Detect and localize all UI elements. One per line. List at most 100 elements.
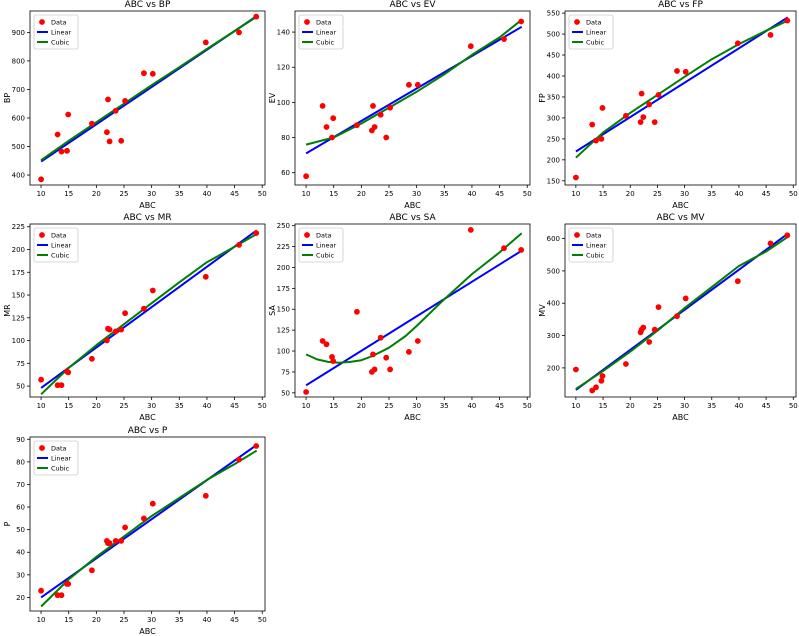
x-tick-label: 15 [64,402,73,410]
data-point [623,361,629,367]
data-point [112,538,119,544]
linear-fit-line [575,16,789,153]
data-point [370,103,376,109]
data-point [149,500,156,507]
subplot-ev: ABC vs EV 10 15 20 25 30 35 40 45 50 60 80 100 120 140… [268,0,532,210]
x-tick-label: 50 [258,190,267,198]
x-tick-label: 15 [329,190,338,198]
data-point [330,358,337,364]
y-tick-label: 175 [12,269,25,277]
x-tick-label: 25 [653,402,662,410]
data-point [589,121,596,128]
y-tick-label: 450 [547,52,560,60]
data-point [118,137,125,144]
legend-data-label: Data [316,19,332,27]
data-point [646,101,653,108]
legend-box [298,227,344,263]
data-point [623,112,629,119]
data-point [406,81,412,88]
x-tick-label: 45 [762,190,771,198]
chart-title: ABC vs MV [656,213,705,223]
y-tick-label: 60 [281,169,290,177]
legend-box [33,227,79,263]
data-point [573,366,579,373]
legend-linear-label: Linear [51,455,72,463]
cubic-fit-line [305,232,523,364]
data-point [467,43,474,50]
data-point [354,308,360,315]
data-point [501,36,507,42]
legend-linear-label: Linear [586,242,607,250]
data-point [383,134,390,141]
legend-box [33,14,79,50]
data-point [651,326,658,333]
y-tick-label: 50 [16,383,25,391]
data-point [387,104,393,111]
legend: Data Linear Cubic [33,440,79,476]
x-tick-label: 25 [120,616,129,624]
data-point [329,134,335,141]
data-point [105,96,111,103]
data-point [371,366,378,373]
y-tick-label: 150 [277,306,290,314]
subplot-sa: ABC vs SA 10 15 20 25 30 35 40 45 50 50 75 100 125 150… [268,213,532,422]
data-point [371,124,378,130]
data-point [58,148,65,155]
data-point [122,98,128,104]
x-tick-label: 15 [329,402,338,410]
legend-cubic-label: Cubic [586,252,605,260]
legend-cubic-label: Cubic [51,252,70,260]
y-tick-label: 20 [16,594,25,602]
data-point [640,324,647,331]
data-point [104,337,110,344]
y-axis-label: P [3,521,12,526]
data-point [253,443,260,449]
cubic-fit-line [575,19,789,159]
x-tick-label: 35 [175,616,184,624]
data-point [149,70,156,77]
x-tick-label: 50 [789,190,798,198]
legend-data-marker [304,232,310,238]
data-point [149,287,156,294]
data-point [106,326,113,333]
legend-box [568,227,614,263]
data-point [141,305,147,312]
legend: Data Linear Cubic [298,227,344,263]
y-tick-label: 225 [277,243,290,251]
data-point [518,18,525,25]
data-point [734,40,741,47]
legend-data-label: Data [51,232,67,240]
legend-linear-label: Linear [586,29,607,37]
x-tick-label: 10 [571,190,580,198]
legend-linear-label: Linear [316,29,337,37]
x-tick-label: 40 [734,190,743,198]
data-point [598,136,605,142]
data-point [734,278,741,285]
data-point [54,131,61,138]
x-tick-label: 30 [680,402,689,410]
data-point [106,540,113,547]
data-point [58,382,65,389]
x-tick-label: 45 [495,190,504,198]
cubic-fit-line [40,15,258,162]
data-point [638,90,645,97]
y-tick-label: 200 [547,156,560,164]
y-tick-label: 80 [16,458,25,466]
data-point [236,456,242,463]
x-tick-label: 10 [37,616,46,624]
chart-title: ABC vs FP [658,0,703,10]
data-point [122,310,128,317]
data-point [501,245,507,252]
x-tick-label: 35 [440,402,449,410]
data-point [65,369,72,376]
y-tick-label: 300 [547,332,560,340]
subplot-mr: ABC vs MR 10 15 20 25 30 35 40 45 50 50 75 100 125 150… [3,213,267,422]
y-tick-label: 80 [281,134,290,142]
y-tick-label: 350 [547,93,560,101]
data-point [784,17,791,24]
data-point [674,68,680,74]
y-tick-label: 100 [277,348,290,356]
data-point [89,567,95,574]
y-tick-label: 500 [12,143,25,151]
legend-data-label: Data [316,232,332,240]
